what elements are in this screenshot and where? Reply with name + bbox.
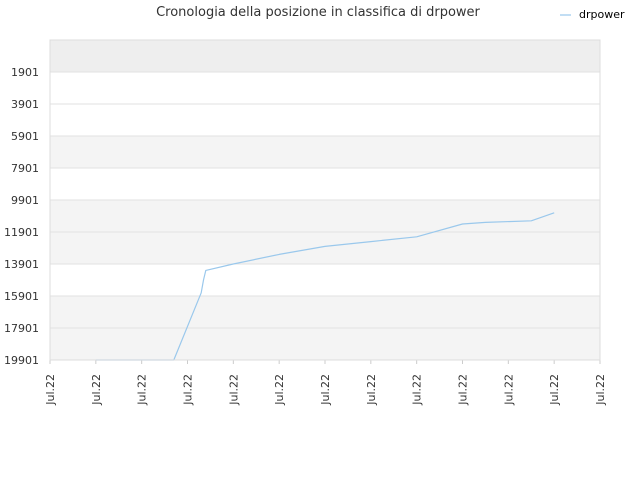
plot-band [50, 168, 600, 200]
y-tick-label: 1901 [11, 66, 39, 79]
x-tick-label: Jul.22 [44, 374, 57, 406]
y-tick-label: 13901 [4, 258, 39, 271]
y-tick-label: 17901 [4, 322, 39, 335]
plot-band [50, 136, 600, 168]
plot-band [50, 232, 600, 264]
x-tick-label: Jul.22 [502, 374, 515, 406]
y-axis-tick-labels: 1901 3901 5901 7901 9901 11901 13901 15901 17901… [4, 66, 39, 367]
y-tick-label: 9901 [11, 194, 39, 207]
chart-title: Cronologia della posizione in classifica… [156, 5, 480, 20]
x-tick-label: Jul.22 [273, 374, 286, 406]
plot-band [50, 40, 600, 72]
x-tick-label: Jul.22 [90, 374, 103, 406]
plot-band [50, 104, 600, 136]
plot-frame [49, 39, 601, 361]
y-tick-label: 15901 [4, 290, 39, 303]
plot-band [50, 72, 600, 104]
y-tick-label: 11901 [4, 226, 39, 239]
x-tick-label: Jul.22 [594, 374, 607, 406]
plot-band [50, 200, 600, 232]
y-tick-label: 5901 [11, 130, 39, 143]
y-tick-label: 7901 [11, 162, 39, 175]
plot-background-bands [50, 40, 600, 360]
plot-band [50, 328, 600, 360]
plot-band [50, 296, 600, 328]
x-tick-label: Jul.22 [227, 374, 240, 406]
y-tick-label: 3901 [11, 98, 39, 111]
x-axis-tick-labels: Jul.22 Jul.22 Jul.22 Jul.22 Jul.22 Jul.22 Jul.… [44, 360, 607, 406]
x-tick-label: Jul.22 [411, 374, 424, 406]
x-tick-label: Jul.22 [548, 374, 561, 406]
x-tick-label: Jul.22 [319, 374, 332, 406]
x-tick-label: Jul.22 [136, 374, 149, 406]
plot-band [50, 264, 600, 296]
x-tick-label: Jul.22 [182, 374, 195, 406]
x-tick-label: Jul.22 [457, 374, 470, 406]
legend-label-drpower: drpower [579, 8, 625, 21]
y-tick-label: 19901 [4, 354, 39, 367]
x-tick-label: Jul.22 [365, 374, 378, 406]
legend: drpower [560, 8, 625, 21]
